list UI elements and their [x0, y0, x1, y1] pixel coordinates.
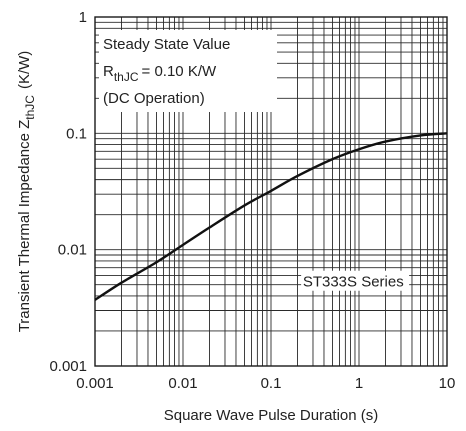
series-label: ST333S Series — [303, 274, 404, 291]
annotation-background — [99, 30, 277, 112]
rthjc-label: RthJC = 0.10 K/W — [103, 63, 217, 84]
x-tick-label: 0.001 — [76, 375, 114, 392]
x-tick-label: 0.01 — [168, 375, 197, 392]
x-tick-labels: 0.001 0.01 0.1 1 10 — [76, 375, 455, 392]
x-tick-label: 0.1 — [261, 375, 282, 392]
rthjc-value: = 0.10 K/W — [142, 63, 217, 80]
y-axis-label-unit: (K/W) — [16, 51, 33, 89]
plot-frame — [94, 16, 448, 367]
steady-state-annotation: Steady State Value RthJC = 0.10 K/W (DC O… — [99, 30, 277, 112]
rthjc-subscript: thJC — [114, 70, 139, 84]
y-axis-label-subscript: thJC — [23, 95, 37, 120]
series-label-background — [301, 270, 410, 291]
x-axis-label: Square Wave Pulse Duration (s) — [164, 407, 379, 424]
dc-operation-label: (DC Operation) — [103, 90, 205, 107]
y-tick-label: 0.001 — [49, 358, 87, 375]
y-axis-label-main: Transient Thermal Impedance Z — [16, 120, 33, 333]
y-tick-label: 1 — [79, 9, 87, 26]
y-tick-labels: 0.001 0.01 0.1 1 — [49, 9, 87, 375]
x-tick-label: 1 — [355, 375, 363, 392]
x-tick-label: 10 — [439, 375, 456, 392]
y-tick-label: 0.1 — [66, 125, 87, 142]
series-line-st333s — [94, 132, 448, 301]
rthjc-symbol: R — [103, 63, 114, 80]
y-tick-label: 0.01 — [58, 242, 87, 259]
steady-state-label: Steady State Value — [103, 36, 230, 53]
y-axis-label: Transient Thermal Impedance ZthJC (K/W) — [16, 51, 37, 333]
